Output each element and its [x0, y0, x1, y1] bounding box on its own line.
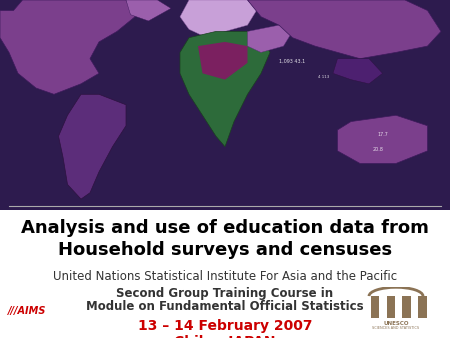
Polygon shape: [180, 31, 270, 147]
Polygon shape: [333, 59, 382, 84]
Bar: [387, 296, 395, 318]
Text: ///AIMS: ///AIMS: [8, 306, 46, 316]
Text: United Nations Statistical Institute For Asia and the Pacific: United Nations Statistical Institute For…: [53, 270, 397, 283]
Text: 20.8: 20.8: [373, 147, 383, 152]
Bar: [371, 296, 379, 318]
Polygon shape: [248, 25, 292, 52]
Text: 1,093 43.1: 1,093 43.1: [279, 59, 306, 64]
Text: 4 113: 4 113: [318, 75, 330, 78]
Polygon shape: [0, 0, 135, 94]
Text: 13 – 14 February 2007: 13 – 14 February 2007: [138, 319, 312, 333]
Polygon shape: [338, 115, 428, 164]
Polygon shape: [198, 42, 248, 80]
Text: Second Group Training Course in: Second Group Training Course in: [117, 287, 333, 299]
Text: Household surveys and censuses: Household surveys and censuses: [58, 241, 392, 259]
Polygon shape: [126, 0, 171, 21]
Text: UNESCO: UNESCO: [383, 321, 409, 326]
Bar: [402, 296, 411, 318]
Polygon shape: [248, 0, 441, 59]
Polygon shape: [58, 94, 126, 199]
Text: SCIENCES AND STATISTICS: SCIENCES AND STATISTICS: [373, 327, 419, 330]
Text: Module on Fundamental Official Statistics: Module on Fundamental Official Statistic…: [86, 300, 364, 313]
Polygon shape: [180, 0, 256, 38]
Text: 17.7: 17.7: [377, 132, 388, 137]
Text: Chiba, JAPAN: Chiba, JAPAN: [174, 335, 276, 338]
Text: Analysis and use of education data from: Analysis and use of education data from: [21, 219, 429, 237]
Bar: [418, 296, 427, 318]
